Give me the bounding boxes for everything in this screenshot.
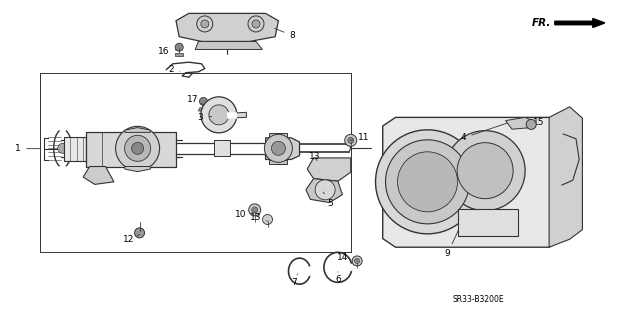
Text: 6: 6 <box>335 272 340 284</box>
Circle shape <box>262 214 273 225</box>
Circle shape <box>355 258 360 263</box>
Circle shape <box>125 135 150 161</box>
Polygon shape <box>176 13 278 41</box>
Circle shape <box>252 20 260 28</box>
Circle shape <box>348 137 354 143</box>
Circle shape <box>457 143 513 199</box>
Circle shape <box>385 140 470 224</box>
Text: 2: 2 <box>168 65 180 74</box>
Circle shape <box>252 207 258 213</box>
Circle shape <box>397 152 458 212</box>
Circle shape <box>58 143 68 153</box>
Text: 15: 15 <box>532 118 544 127</box>
Text: 9: 9 <box>445 227 460 258</box>
Circle shape <box>352 256 362 266</box>
Polygon shape <box>64 137 86 161</box>
Polygon shape <box>198 108 209 111</box>
Circle shape <box>345 134 356 146</box>
Circle shape <box>376 130 479 234</box>
Polygon shape <box>175 53 183 56</box>
Circle shape <box>264 134 292 162</box>
Text: 7: 7 <box>292 274 298 286</box>
Circle shape <box>200 97 207 106</box>
Text: 12: 12 <box>123 234 140 244</box>
Circle shape <box>315 180 335 200</box>
Polygon shape <box>383 117 562 247</box>
Text: 3: 3 <box>198 113 212 122</box>
Text: 8: 8 <box>275 28 295 40</box>
Polygon shape <box>214 140 230 156</box>
Polygon shape <box>230 112 246 118</box>
Polygon shape <box>266 138 300 160</box>
Circle shape <box>132 142 143 154</box>
Circle shape <box>209 105 229 125</box>
Polygon shape <box>195 41 262 49</box>
Polygon shape <box>86 132 176 167</box>
Circle shape <box>175 43 183 51</box>
Circle shape <box>249 204 260 216</box>
Text: 17: 17 <box>187 95 204 105</box>
Polygon shape <box>307 158 351 181</box>
Polygon shape <box>125 128 150 132</box>
Polygon shape <box>269 133 287 138</box>
Polygon shape <box>125 167 150 172</box>
Circle shape <box>445 131 525 211</box>
Text: 13: 13 <box>250 213 268 222</box>
Polygon shape <box>458 209 518 236</box>
Polygon shape <box>306 179 342 203</box>
Polygon shape <box>506 117 534 129</box>
Text: SR33-B3200E: SR33-B3200E <box>453 295 504 304</box>
Circle shape <box>116 126 159 170</box>
Text: FR.: FR. <box>531 18 551 28</box>
Text: 4: 4 <box>461 123 508 142</box>
Polygon shape <box>83 167 114 184</box>
Text: 13: 13 <box>308 152 320 161</box>
Text: 16: 16 <box>158 47 177 56</box>
Circle shape <box>271 141 285 155</box>
Text: 10: 10 <box>235 210 252 219</box>
Text: 5: 5 <box>323 192 333 208</box>
Circle shape <box>526 119 536 130</box>
Polygon shape <box>227 112 236 118</box>
Text: 11: 11 <box>351 133 370 142</box>
Circle shape <box>201 20 209 28</box>
Text: 1: 1 <box>15 144 41 153</box>
Circle shape <box>201 97 237 133</box>
Circle shape <box>134 228 145 238</box>
FancyArrow shape <box>555 19 605 27</box>
Text: 14: 14 <box>337 253 355 262</box>
Polygon shape <box>269 160 287 164</box>
Polygon shape <box>549 107 582 247</box>
